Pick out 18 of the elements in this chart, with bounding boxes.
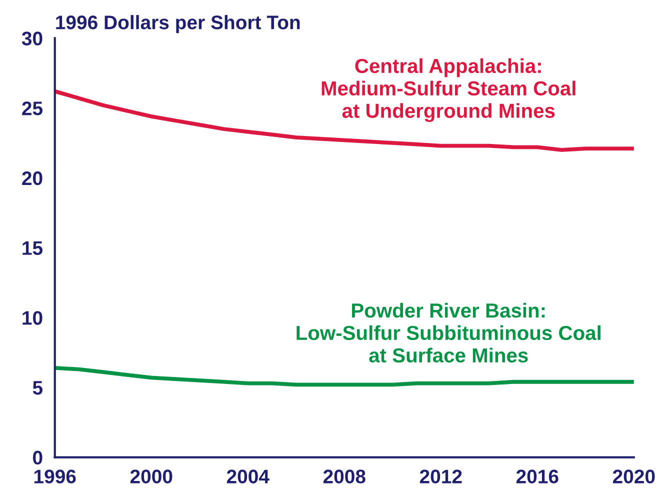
y-tick-label: 20 bbox=[22, 171, 42, 186]
x-tick-label: 2020 bbox=[612, 470, 655, 484]
x-tick-label: 2008 bbox=[323, 470, 366, 484]
line-series bbox=[54, 366, 634, 387]
y-tick-label: 30 bbox=[22, 32, 42, 46]
y-tick-label: 10 bbox=[22, 311, 42, 325]
series-label: Powder River Basin: Low-Sulfur Subbituminous Coal at Surface Mines bbox=[296, 302, 600, 363]
y-tick-label: 15 bbox=[22, 241, 43, 255]
x-tick-label: 2012 bbox=[420, 470, 462, 484]
y-tick-label: 25 bbox=[22, 102, 43, 116]
y-axis-title: 1996 Dollars per Short Ton bbox=[56, 15, 300, 34]
x-tick-label: 2000 bbox=[130, 470, 172, 484]
y-tick-label: 0 bbox=[33, 450, 42, 465]
x-tick-label: 2004 bbox=[226, 470, 270, 484]
series-label: Central Appalachia: Medium-Sulfur Steam Coal at Underground Mines bbox=[322, 58, 576, 122]
x-tick-label: 2016 bbox=[516, 470, 558, 484]
x-tick-label: 1996 bbox=[34, 470, 76, 484]
y-tick-label: 5 bbox=[32, 381, 43, 395]
